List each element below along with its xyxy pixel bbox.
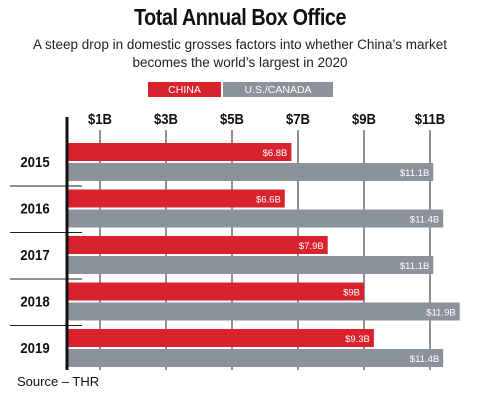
y-category-label: 2018 bbox=[20, 293, 49, 310]
x-tick-label: $9B bbox=[352, 111, 376, 127]
data-label-us-canada-2017: $11.1B bbox=[400, 261, 429, 272]
data-label-us-canada-2018: $11.9B bbox=[426, 308, 455, 319]
legend-swatch-china bbox=[148, 82, 221, 97]
x-tick-label: $7B bbox=[286, 111, 310, 127]
legend-swatch-us-canada bbox=[223, 82, 333, 97]
bar-us-canada-2017 bbox=[67, 256, 434, 274]
bar-us-canada-2015 bbox=[67, 163, 434, 181]
bar-china-2015 bbox=[67, 143, 292, 161]
y-category-label: 2015 bbox=[20, 153, 49, 170]
legend-label-china: CHINA bbox=[168, 84, 201, 96]
x-tick-label: $5B bbox=[220, 111, 244, 127]
x-tick-label: $1B bbox=[88, 111, 112, 127]
y-category-label: 2019 bbox=[20, 339, 49, 356]
chart-title: Total Annual Box Office bbox=[133, 4, 347, 30]
legend-label-us-canada: U.S./CANADA bbox=[244, 84, 311, 96]
bar-china-2018 bbox=[67, 282, 364, 301]
y-category-label: 2017 bbox=[20, 246, 49, 263]
x-tick-label: $3B bbox=[154, 111, 178, 127]
data-label-china-2016: $6.6B bbox=[256, 195, 281, 206]
source-note: Source – THR bbox=[17, 374, 100, 389]
bar-china-2017 bbox=[67, 236, 328, 254]
x-tick-label: $11B bbox=[415, 111, 445, 127]
bar-us-canada-2016 bbox=[67, 209, 444, 228]
bar-us-canada-2019 bbox=[67, 349, 444, 367]
bar-china-2016 bbox=[67, 189, 285, 208]
bar-china-2019 bbox=[67, 329, 374, 347]
y-category-label: 2016 bbox=[20, 200, 49, 217]
data-label-china-2017: $7.9B bbox=[299, 241, 324, 252]
data-label-china-2018: $9B bbox=[343, 288, 360, 299]
chart-subtitle-line-1: A steep drop in domestic grosses factors… bbox=[33, 37, 447, 52]
data-label-china-2019: $9.3B bbox=[345, 334, 370, 345]
data-label-us-canada-2015: $11.1B bbox=[400, 168, 429, 179]
data-label-us-canada-2016: $11.4B bbox=[410, 215, 439, 226]
bar-us-canada-2018 bbox=[67, 302, 460, 321]
chart-subtitle-line-2: becomes the world’s largest in 2020 bbox=[132, 55, 348, 70]
data-label-china-2015: $6.8B bbox=[263, 148, 288, 159]
data-label-us-canada-2019: $11.4B bbox=[410, 354, 439, 365]
